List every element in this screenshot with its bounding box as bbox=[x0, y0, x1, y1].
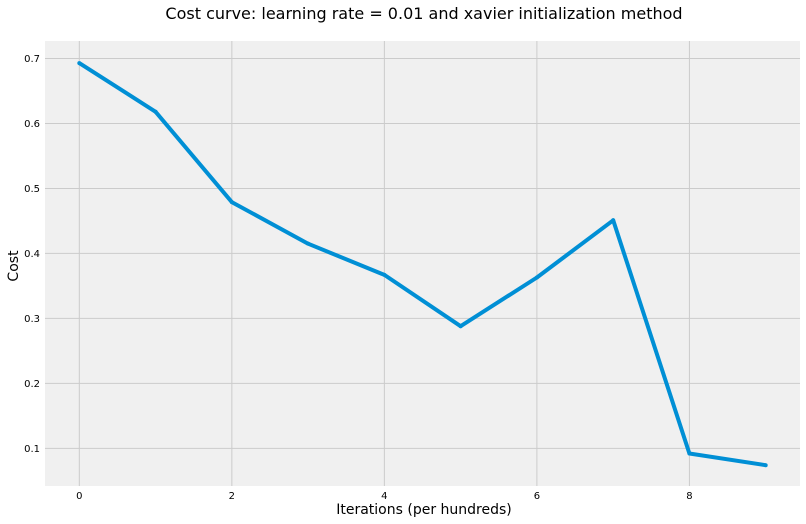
x-tick-label: 0 bbox=[76, 491, 82, 502]
plot-background bbox=[45, 41, 800, 486]
data-point bbox=[763, 463, 768, 468]
x-tick-label: 6 bbox=[534, 491, 540, 502]
data-point bbox=[687, 451, 692, 456]
series-layer bbox=[77, 61, 768, 468]
y-tick-label: 0.7 bbox=[24, 54, 40, 65]
data-point bbox=[153, 109, 158, 114]
data-point bbox=[77, 61, 82, 66]
x-tick-label: 8 bbox=[686, 491, 692, 502]
chart-title: Cost curve: learning rate = 0.01 and xav… bbox=[165, 4, 682, 23]
x-axis-label: Iterations (per hundreds) bbox=[336, 502, 512, 518]
y-tick-label: 0.5 bbox=[24, 184, 40, 195]
y-tick-label: 0.4 bbox=[24, 249, 40, 260]
data-point bbox=[229, 200, 234, 205]
y-tick-label: 0.2 bbox=[24, 379, 40, 390]
x-tick-label: 4 bbox=[381, 491, 387, 502]
data-point bbox=[611, 218, 616, 223]
series-line-cost bbox=[78, 61, 767, 468]
data-point bbox=[534, 275, 539, 280]
y-tick-labels: 0.1 0.2 0.3 0.4 0.5 0.6 0.7 bbox=[24, 54, 40, 455]
y-tick-label: 0.1 bbox=[24, 444, 40, 455]
data-point bbox=[306, 241, 311, 246]
y-gridlines bbox=[45, 58, 800, 449]
data-point bbox=[458, 324, 463, 329]
data-point bbox=[382, 272, 387, 277]
x-tick-labels: 0 2 4 6 8 bbox=[76, 491, 692, 502]
y-tick-label: 0.3 bbox=[24, 314, 40, 325]
y-axis-label: Cost bbox=[6, 250, 22, 282]
x-gridlines bbox=[78, 41, 690, 486]
x-tick-label: 2 bbox=[229, 491, 235, 502]
y-tick-label: 0.6 bbox=[24, 119, 40, 130]
